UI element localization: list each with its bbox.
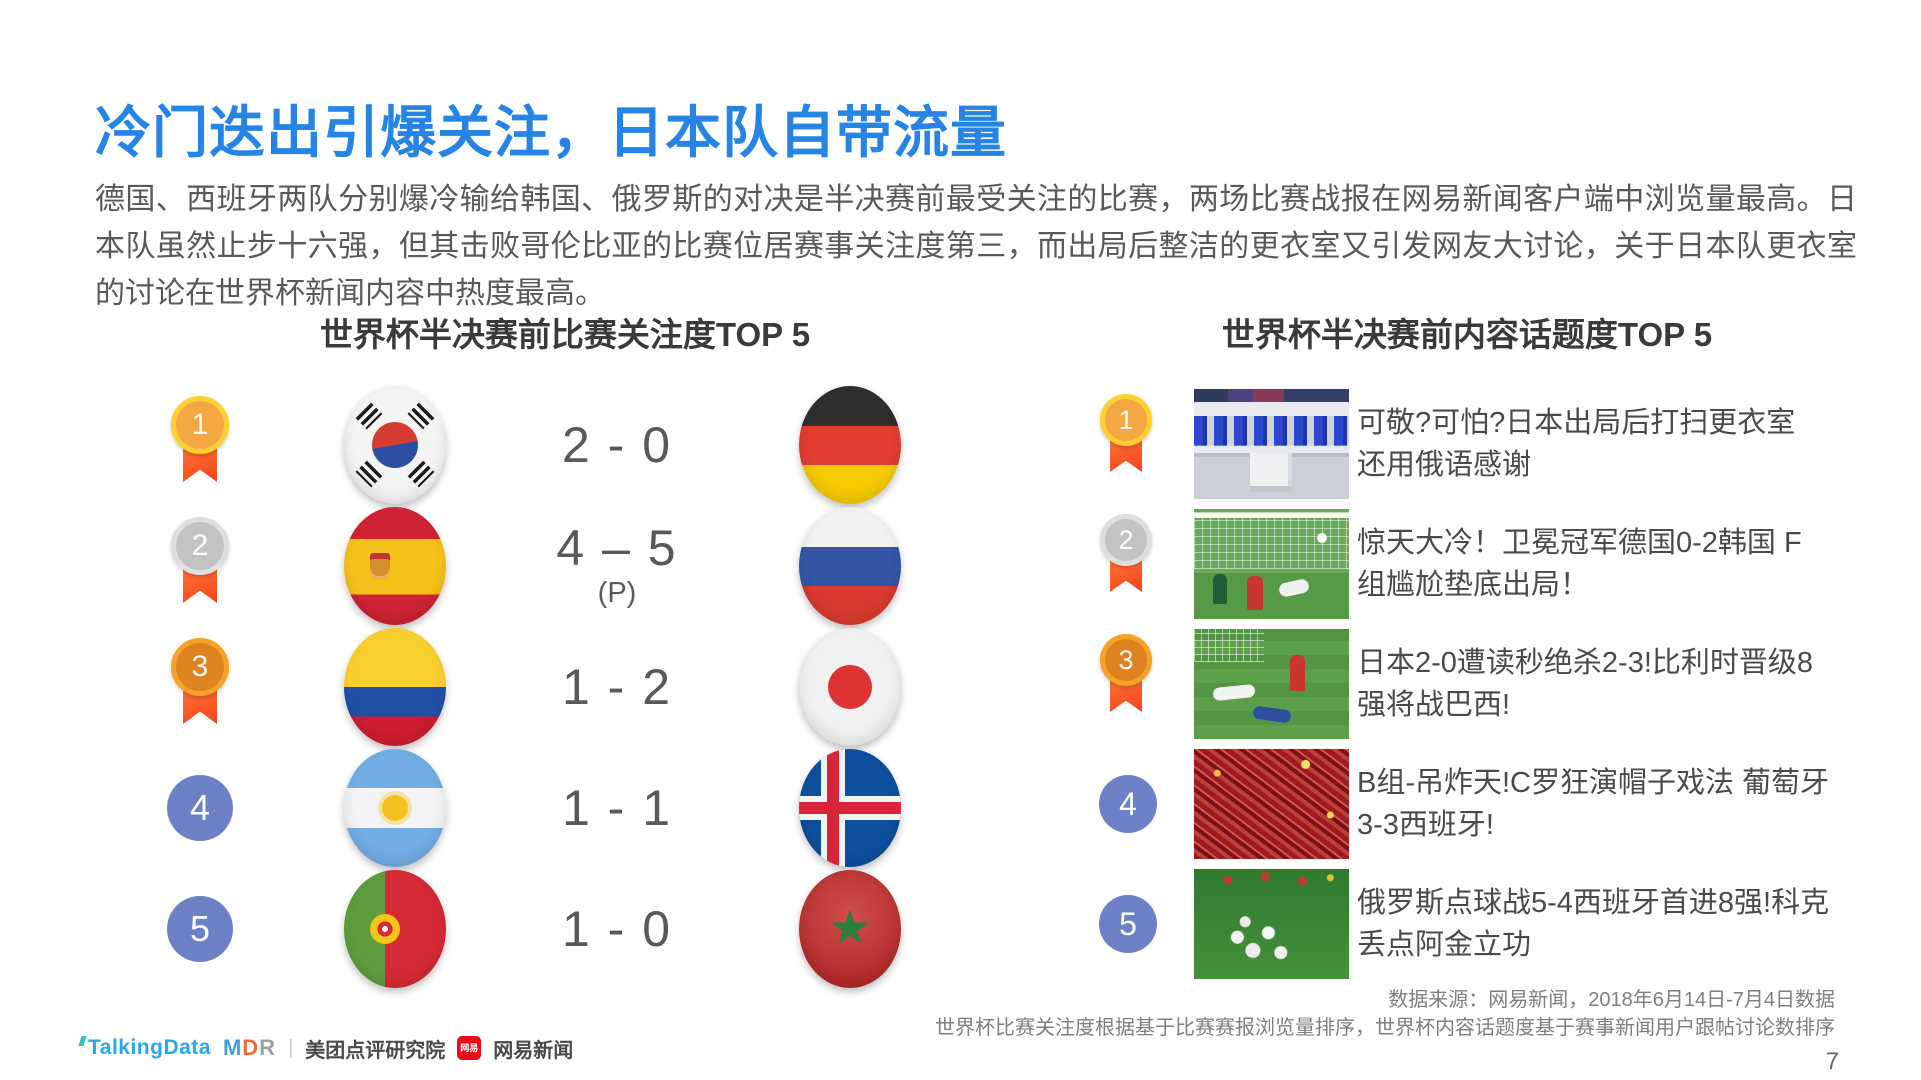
silver-medal-rank-2: 2	[171, 517, 229, 609]
flag-colombia-icon	[344, 628, 446, 746]
page-title: 冷门迭出引爆关注，日本队自带流量	[95, 101, 1007, 164]
flag-iceland-icon	[799, 749, 901, 867]
footer-logos: TalkingData MDR | 美团点评研究院 网易 网易新闻	[78, 1034, 574, 1062]
penalty-note: (P)	[597, 577, 637, 609]
gold-medal-rank-1: 1	[171, 396, 229, 488]
netease-app-icon: 网易	[457, 1036, 482, 1060]
rank-badge-5: 5	[167, 896, 233, 962]
headline: B组-吊炸天!C罗狂演帽子戏法 葡萄牙3-3西班牙!	[1357, 767, 1830, 841]
logo-divider: |	[288, 1036, 294, 1059]
flag-spain-icon	[344, 507, 446, 625]
thumbnail-russia-celebration	[1194, 869, 1349, 979]
flag-portugal-icon	[344, 870, 446, 988]
flag-morocco-icon	[799, 870, 901, 988]
gold-medal-rank-1: 1	[1100, 394, 1152, 478]
flag-south-korea-icon	[344, 386, 446, 504]
mdr-logo: MDR	[222, 1035, 277, 1060]
rank-number: 2	[171, 517, 229, 575]
data-source-line1: 数据来源：网易新闻，2018年6月14日-7月4日数据	[1388, 989, 1835, 1011]
flag-germany-icon	[799, 386, 901, 504]
match-score-3: 1 - 2	[561, 659, 673, 715]
silver-medal-rank-2: 2	[1100, 514, 1152, 598]
rank-number: 3	[1100, 634, 1152, 686]
topic-ranking-title: 世界杯半决赛前内容话题度TOP 5	[1221, 316, 1713, 353]
headline: 日本2-0遭读秒绝杀2-3!比利时晋级8强将战巴西!	[1357, 647, 1814, 721]
flag-argentina-icon	[344, 749, 446, 867]
flag-japan-icon	[799, 628, 901, 746]
rank-badge-4: 4	[1099, 775, 1157, 833]
bronze-medal-rank-3: 3	[1100, 634, 1152, 718]
topic-row-5: 5 俄罗斯点球战5-4西班牙首进8强!科克丢点阿金立功	[1096, 868, 1830, 980]
talkingdata-logo: TalkingData	[78, 1036, 211, 1060]
rank-number: 1	[171, 396, 229, 454]
thumbnail-japan-belgium-last-gasp	[1194, 629, 1349, 739]
data-source-line2: 世界杯比赛关注度根据基于比赛赛报浏览量排序，世界杯内容话题度基于赛事新闻用户跟帖…	[935, 1017, 1835, 1039]
headline: 惊天大冷！卫冕冠军德国0-2韩国 F组尴尬垫底出局！	[1357, 527, 1802, 601]
headline: 俄罗斯点球战5-4西班牙首进8强!科克丢点阿金立功	[1357, 887, 1830, 961]
topic-row-3: 3 日本2-0遭读秒绝杀2-3!比利时晋级8强将战巴西!	[1096, 628, 1830, 740]
meituan-dianping-institute-logo: 美团点评研究院	[305, 1039, 446, 1062]
match-score-1: 2 - 0	[561, 417, 673, 473]
match-score-2: 4 – 5 (P)	[500, 521, 734, 611]
match-score-4: 1 - 1	[561, 780, 673, 836]
rank-badge-4: 4	[167, 775, 233, 841]
netease-news-logo: 网易新闻	[493, 1039, 574, 1062]
match-ranking-title: 世界杯半决赛前比赛关注度TOP 5	[319, 316, 811, 353]
bronze-medal-rank-3: 3	[171, 638, 229, 730]
thumbnail-japan-locker-room	[1194, 389, 1349, 499]
topic-row-2: 2 惊天大冷！卫冕冠军德国0-2韩国 F组尴尬垫底出局！	[1096, 508, 1830, 620]
talkingdata-tick-icon	[78, 1036, 87, 1046]
intro-paragraph: 德国、西班牙两队分别爆冷输给韩国、俄罗斯的对决是半决赛前最受关注的比赛，两场比赛…	[95, 183, 1857, 310]
headline: 可敬?可怕?日本出局后打扫更衣室 还用俄语感谢	[1357, 407, 1796, 481]
rank-number: 2	[1100, 514, 1152, 566]
match-score-5: 1 - 0	[561, 901, 673, 957]
data-source-note: 数据来源：网易新闻，2018年6月14日-7月4日数据 世界杯比赛关注度根据基于…	[935, 986, 1835, 1042]
rank-number: 1	[1100, 394, 1152, 446]
rank-number: 3	[171, 638, 229, 696]
topic-row-1: 1 可敬?可怕?日本出局后打扫更衣室 还用俄语感谢	[1096, 388, 1830, 500]
page-number: 7	[1825, 1048, 1839, 1075]
thumbnail-portugal-spain-fans	[1194, 749, 1349, 859]
topic-row-4: 4 B组-吊炸天!C罗狂演帽子戏法 葡萄牙3-3西班牙!	[1096, 748, 1830, 860]
thumbnail-germany-korea-goal	[1194, 509, 1349, 619]
rank-badge-5: 5	[1099, 895, 1157, 953]
flag-russia-icon	[799, 507, 901, 625]
